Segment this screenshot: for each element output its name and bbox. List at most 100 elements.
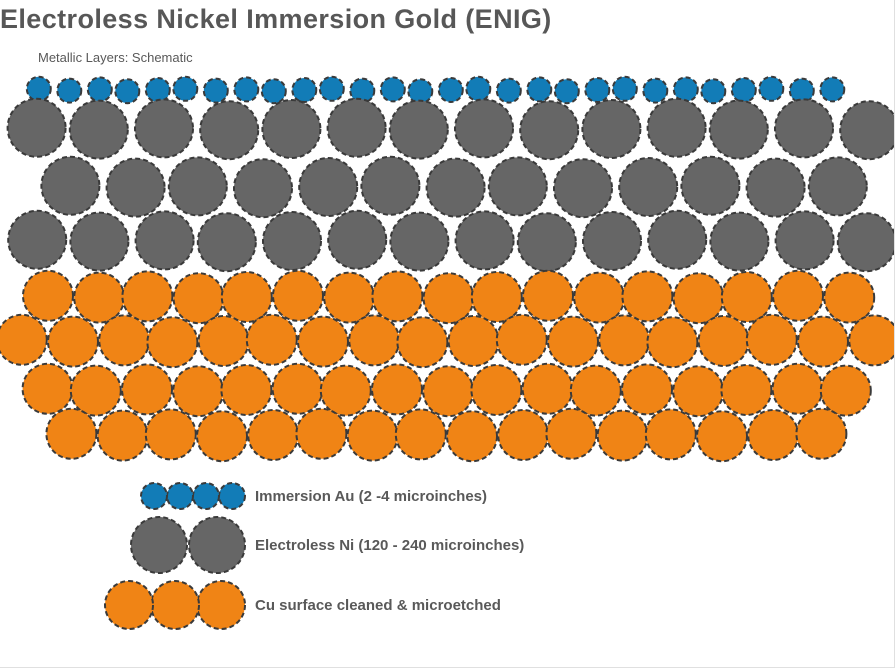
cu-surface-circle (797, 315, 849, 368)
cu-surface-circle (598, 314, 651, 367)
page-title: Electroless Nickel Immersion Gold (ENIG) (0, 4, 552, 34)
cu-surface-circle (697, 315, 750, 367)
electroless-ni-circle (360, 155, 421, 216)
immersion-au-circle (788, 77, 815, 104)
cu-surface-circle (495, 313, 548, 366)
cu-surface-circle (720, 364, 773, 416)
electroless-ni-circle (680, 155, 741, 216)
cu-surface-circle (771, 362, 824, 415)
electroless-ni-circle (388, 99, 449, 160)
legend-label-electroless-ni: Electroless Ni (120 - 240 microinches) (255, 536, 525, 554)
immersion-au-circle (260, 78, 287, 105)
cu-surface-circle (470, 364, 523, 416)
cu-surface-circle (45, 407, 98, 460)
cu-surface-circle (470, 271, 523, 323)
immersion-au-circle (700, 78, 727, 105)
cu-surface-circle (146, 316, 199, 369)
cu-surface-circle (272, 269, 324, 322)
cu-surface-circle (823, 271, 876, 324)
immersion-au-circle (437, 77, 464, 103)
electroless-ni-circle (105, 157, 166, 218)
cu-surface-swatch-circle (104, 580, 154, 630)
cu-surface-circle (172, 365, 225, 418)
electroless-ni-circle (134, 98, 194, 159)
cu-surface-circle (196, 410, 248, 463)
electroless-ni-swatch (130, 516, 246, 574)
immersion-au-circle (114, 78, 141, 105)
electroless-ni-circle (709, 211, 770, 272)
cu-surface-circle (819, 364, 872, 417)
cu-surface-circle (144, 408, 197, 461)
cu-surface-circle (422, 365, 475, 418)
cu-surface-circle (521, 362, 574, 415)
cu-surface-circle (323, 271, 376, 324)
legend-item-electroless-ni: Electroless Ni (120 - 240 microinches) (97, 515, 524, 575)
electroless-ni-circle (807, 156, 868, 217)
immersion-au-circle (465, 75, 492, 102)
legend-item-cu-surface: Cu surface cleaned & microetched (97, 579, 524, 631)
cu-surface-circle (522, 269, 574, 322)
electroless-ni-circle (618, 157, 679, 217)
cu-surface-circle (348, 314, 401, 367)
cu-surface-circle (121, 363, 173, 416)
cu-surface-circle (747, 409, 800, 461)
cu-surface-circle (295, 407, 348, 460)
electroless-ni-circle (389, 211, 450, 272)
electroless-ni-circle (199, 100, 260, 161)
schematic-subtitle: Metallic Layers: Schematic (38, 50, 193, 65)
cu-surface-circle (447, 315, 500, 367)
cu-surface-circle (720, 271, 773, 323)
cu-surface-circle (772, 269, 824, 322)
cu-surface-circle (22, 269, 74, 322)
electroless-ni-circle (298, 157, 359, 217)
electroless-ni-circle (40, 155, 101, 216)
cu-surface-circle (422, 272, 475, 325)
electroless-ni-circle (581, 99, 642, 159)
cu-surface-circle (98, 314, 151, 367)
immersion-au-circle (379, 76, 406, 103)
electroless-ni-circle (519, 100, 580, 161)
electroless-ni-swatch-circle (188, 516, 246, 574)
electroless-ni-circle (516, 212, 577, 273)
electroless-ni-circle (774, 210, 835, 271)
cu-surface-circle (73, 271, 126, 324)
immersion-au-circle (584, 77, 611, 103)
cu-surface-circle (696, 410, 748, 463)
immersion-au-circle (172, 75, 199, 102)
legend: Immersion Au (2 -4 microinches) Electrol… (97, 481, 524, 631)
electroless-ni-circle (745, 157, 806, 218)
cu-surface-circle (0, 313, 48, 366)
immersion-au-swatch-circle (166, 482, 194, 510)
electroless-ni-circle (261, 99, 322, 159)
immersion-au-circle (25, 75, 52, 102)
electroless-ni-circle (134, 210, 195, 271)
electroless-ni-circle (7, 209, 68, 270)
electroless-ni-circle (233, 158, 293, 219)
electroless-ni-circle (6, 97, 67, 158)
electroless-ni-circle (487, 156, 548, 217)
electroless-ni-circle (582, 211, 642, 271)
cu-surface-circle (672, 365, 725, 418)
electroless-ni-swatch-circle (130, 516, 188, 574)
cu-surface-circle (69, 364, 122, 417)
cu-surface-circle (172, 272, 225, 325)
immersion-au-circle (86, 76, 113, 103)
immersion-au-circle (291, 77, 318, 103)
cu-surface-circle (220, 364, 273, 416)
cu-surface-circle (396, 316, 449, 369)
cu-surface-circle (621, 270, 674, 323)
immersion-au-circle (318, 75, 345, 102)
electroless-ni-circle (262, 211, 322, 271)
cu-surface-circle (545, 407, 598, 460)
electroless-ni-circle (69, 211, 130, 272)
cu-surface-circle (371, 270, 424, 323)
electroless-ni-circle (454, 210, 515, 271)
cu-surface-swatch-circle (196, 580, 246, 630)
electroless-ni-circle (647, 209, 708, 270)
cu-surface-circle (497, 409, 550, 461)
immersion-au-circle (553, 78, 580, 105)
cu-surface-circle (394, 408, 447, 461)
electroless-ni-circle (774, 98, 834, 159)
